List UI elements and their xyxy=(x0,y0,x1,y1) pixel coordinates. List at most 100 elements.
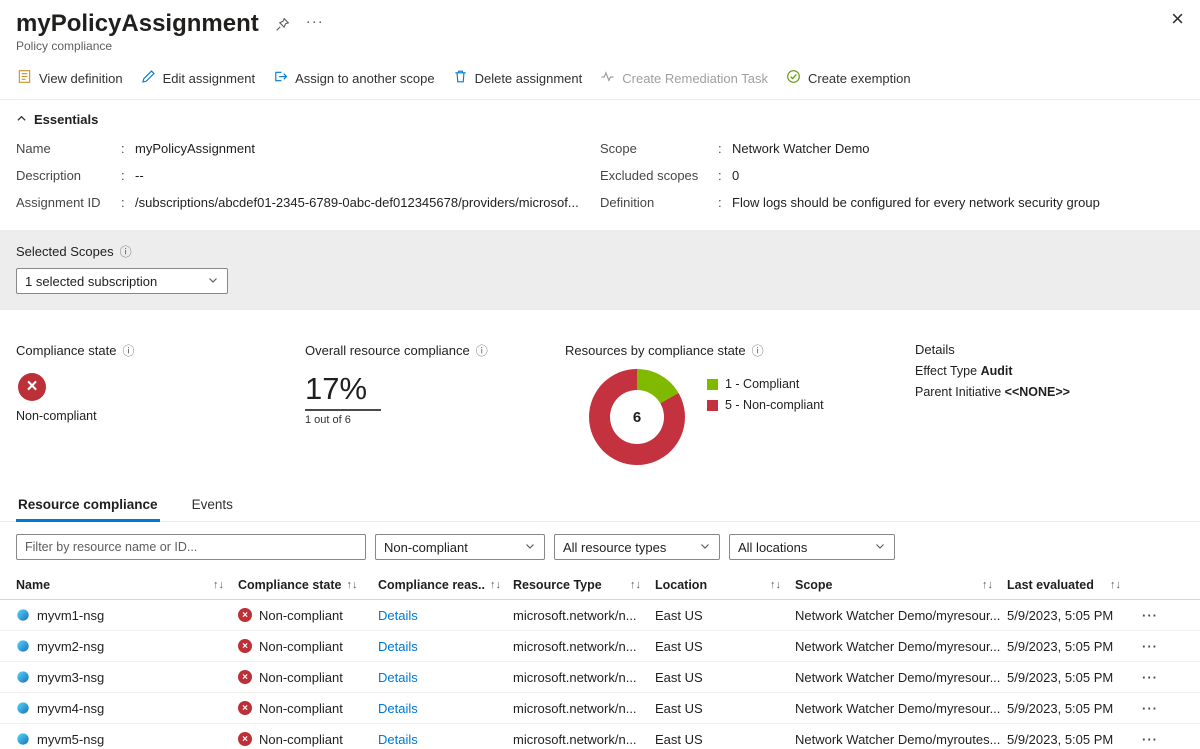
row-menu-icon[interactable]: ··· xyxy=(1142,700,1158,716)
header-compliance-state[interactable]: Compliance state ↑↓ xyxy=(238,577,358,592)
trash-icon xyxy=(453,69,468,87)
compliance-state-filter-dropdown[interactable]: Non-compliant xyxy=(375,534,545,560)
resource-filter-input[interactable] xyxy=(16,534,366,560)
remediation-pulse-icon xyxy=(600,69,615,87)
table-row[interactable]: myvm4-nsg × Non-compliant Details microso… xyxy=(0,693,1200,724)
header-name[interactable]: Name ↑↓ xyxy=(16,577,224,592)
sort-icon: ↑↓ xyxy=(1110,578,1121,591)
table-row[interactable]: myvm5-nsg × Non-compliant Details microso… xyxy=(0,724,1200,749)
non-compliant-icon: × xyxy=(238,608,252,622)
essentials-left-column: Name: myPolicyAssignment Description: -- A… xyxy=(16,135,600,216)
legend-item-non-compliant: 5 - Non-compliant xyxy=(707,398,824,412)
header-scope[interactable]: Scope ↑↓ xyxy=(795,577,993,592)
overall-compliance-ratio: 1 out of 6 xyxy=(305,414,351,426)
row-menu-icon[interactable]: ··· xyxy=(1142,607,1158,623)
parent-initiative-value: <<NONE>> xyxy=(1004,385,1070,399)
selected-scopes-section: Selected Scopes ⓘ 1 selected subscriptio… xyxy=(0,230,1200,310)
row-menu-icon[interactable]: ··· xyxy=(1142,731,1158,747)
filter-bar: Non-compliant All resource types All loc… xyxy=(0,522,1200,570)
row-menu-icon[interactable]: ··· xyxy=(1142,638,1158,654)
essentials-field-assignment-id: Assignment ID:/subscriptions/abcdef01-23… xyxy=(16,195,579,210)
info-icon[interactable]: ⓘ xyxy=(475,344,488,358)
nsg-resource-icon xyxy=(16,670,30,684)
command-bar: View definition Edit assignment Assign t… xyxy=(0,53,1200,100)
compliant-swatch xyxy=(707,378,718,390)
info-icon[interactable]: ⓘ xyxy=(122,344,135,358)
close-icon[interactable]: × xyxy=(1171,6,1184,31)
edit-assignment-button[interactable]: Edit assignment xyxy=(132,65,265,91)
table-row[interactable]: myvm2-nsg × Non-compliant Details microso… xyxy=(0,631,1200,662)
essentials-section: Essentials Name: myPolicyAssignment Descr… xyxy=(0,100,1200,226)
last-evaluated-cell: 5/9/2023, 5:05 PM xyxy=(1007,607,1114,623)
resources-by-state-card: Resources by compliance state ⓘ 6 1 - Co… xyxy=(565,342,890,465)
essentials-collapse-toggle[interactable]: Essentials xyxy=(16,108,1184,135)
header-resource-type[interactable]: Resource Type ↑↓ xyxy=(513,577,641,592)
location-cell: East US xyxy=(655,607,703,623)
create-exemption-button[interactable]: Create exemption xyxy=(777,65,920,91)
details-link[interactable]: Details xyxy=(378,731,418,747)
last-evaluated-cell: 5/9/2023, 5:05 PM xyxy=(1007,638,1114,654)
pin-icon[interactable] xyxy=(275,17,290,32)
info-icon[interactable]: ⓘ xyxy=(119,245,132,259)
tab-resource-compliance[interactable]: Resource compliance xyxy=(16,491,160,522)
details-link[interactable]: Details xyxy=(378,638,418,654)
essentials-field-name: Name: myPolicyAssignment xyxy=(16,141,255,156)
table-row[interactable]: myvm3-nsg × Non-compliant Details microso… xyxy=(0,662,1200,693)
chevron-down-icon xyxy=(699,540,711,555)
essentials-right-column: Scope: Network Watcher Demo Excluded scop… xyxy=(600,135,1184,216)
non-compliant-icon: × xyxy=(238,732,252,746)
resource-type-cell: microsoft.network/n... xyxy=(513,638,637,654)
details-link[interactable]: Details xyxy=(378,669,418,685)
delete-assignment-button[interactable]: Delete assignment xyxy=(444,65,592,91)
scope-cell: Network Watcher Demo/myresour... xyxy=(795,700,1001,716)
non-compliant-icon: × xyxy=(238,670,252,684)
essentials-field-definition: Definition: Flow logs should be configure… xyxy=(600,195,1100,210)
scope-cell: Network Watcher Demo/myresour... xyxy=(795,638,1001,654)
resource-name-cell: myvm5-nsg xyxy=(16,732,238,747)
resource-name-cell: myvm4-nsg xyxy=(16,701,238,716)
info-icon[interactable]: ⓘ xyxy=(751,344,764,358)
details-link[interactable]: Details xyxy=(378,700,418,716)
resource-type-filter-dropdown[interactable]: All resource types xyxy=(554,534,720,560)
resource-type-cell: microsoft.network/n... xyxy=(513,669,637,685)
details-title: Details xyxy=(915,342,955,357)
last-evaluated-cell: 5/9/2023, 5:05 PM xyxy=(1007,731,1114,747)
sort-icon: ↑↓ xyxy=(213,578,224,591)
compliance-state-cell: × Non-compliant xyxy=(238,732,378,747)
resource-name-cell: myvm2-nsg xyxy=(16,639,238,654)
sort-icon: ↑↓ xyxy=(630,578,641,591)
selected-scopes-dropdown[interactable]: 1 selected subscription xyxy=(16,268,228,294)
overall-compliance-card: Overall resource compliance ⓘ 17% 1 out … xyxy=(305,342,565,465)
effect-type-line: Effect Type Audit xyxy=(915,364,1013,378)
non-compliant-icon: × xyxy=(238,701,252,715)
more-options-icon[interactable]: ··· xyxy=(305,12,324,30)
sort-icon: ↑↓ xyxy=(770,578,781,591)
view-definition-icon xyxy=(17,69,32,87)
resource-name-cell: myvm3-nsg xyxy=(16,670,238,685)
row-menu-icon[interactable]: ··· xyxy=(1142,669,1158,685)
compliance-state-cell: × Non-compliant xyxy=(238,670,378,685)
tab-bar: Resource compliance Events xyxy=(0,491,1200,522)
sort-icon: ↑↓ xyxy=(490,578,501,591)
scope-cell: Network Watcher Demo/myresour... xyxy=(795,669,1001,685)
sort-icon: ↑↓ xyxy=(982,578,993,591)
header-last-evaluated[interactable]: Last evaluated ↑↓ xyxy=(1007,577,1121,592)
table-row[interactable]: myvm1-nsg × Non-compliant Details microso… xyxy=(0,600,1200,631)
compliance-state-cell: × Non-compliant xyxy=(238,639,378,654)
assign-to-another-scope-button[interactable]: Assign to another scope xyxy=(264,65,443,91)
nsg-resource-icon xyxy=(16,701,30,715)
tab-events[interactable]: Events xyxy=(191,497,233,512)
header-location[interactable]: Location ↑↓ xyxy=(655,577,781,592)
location-cell: East US xyxy=(655,700,703,716)
scope-cell: Network Watcher Demo/myroutes... xyxy=(795,731,1001,747)
location-filter-dropdown[interactable]: All locations xyxy=(729,534,895,560)
view-definition-button[interactable]: View definition xyxy=(8,65,132,91)
header-compliance-reason[interactable]: Compliance reas.. ↑↓ xyxy=(378,577,501,592)
page-title: myPolicyAssignment xyxy=(16,10,259,37)
create-remediation-task-button[interactable]: Create Remediation Task xyxy=(591,65,777,91)
compliance-state-value: Non-compliant xyxy=(16,409,97,423)
export-arrow-icon xyxy=(273,69,288,87)
last-evaluated-cell: 5/9/2023, 5:05 PM xyxy=(1007,700,1114,716)
resource-type-cell: microsoft.network/n... xyxy=(513,731,637,747)
details-link[interactable]: Details xyxy=(378,607,418,623)
